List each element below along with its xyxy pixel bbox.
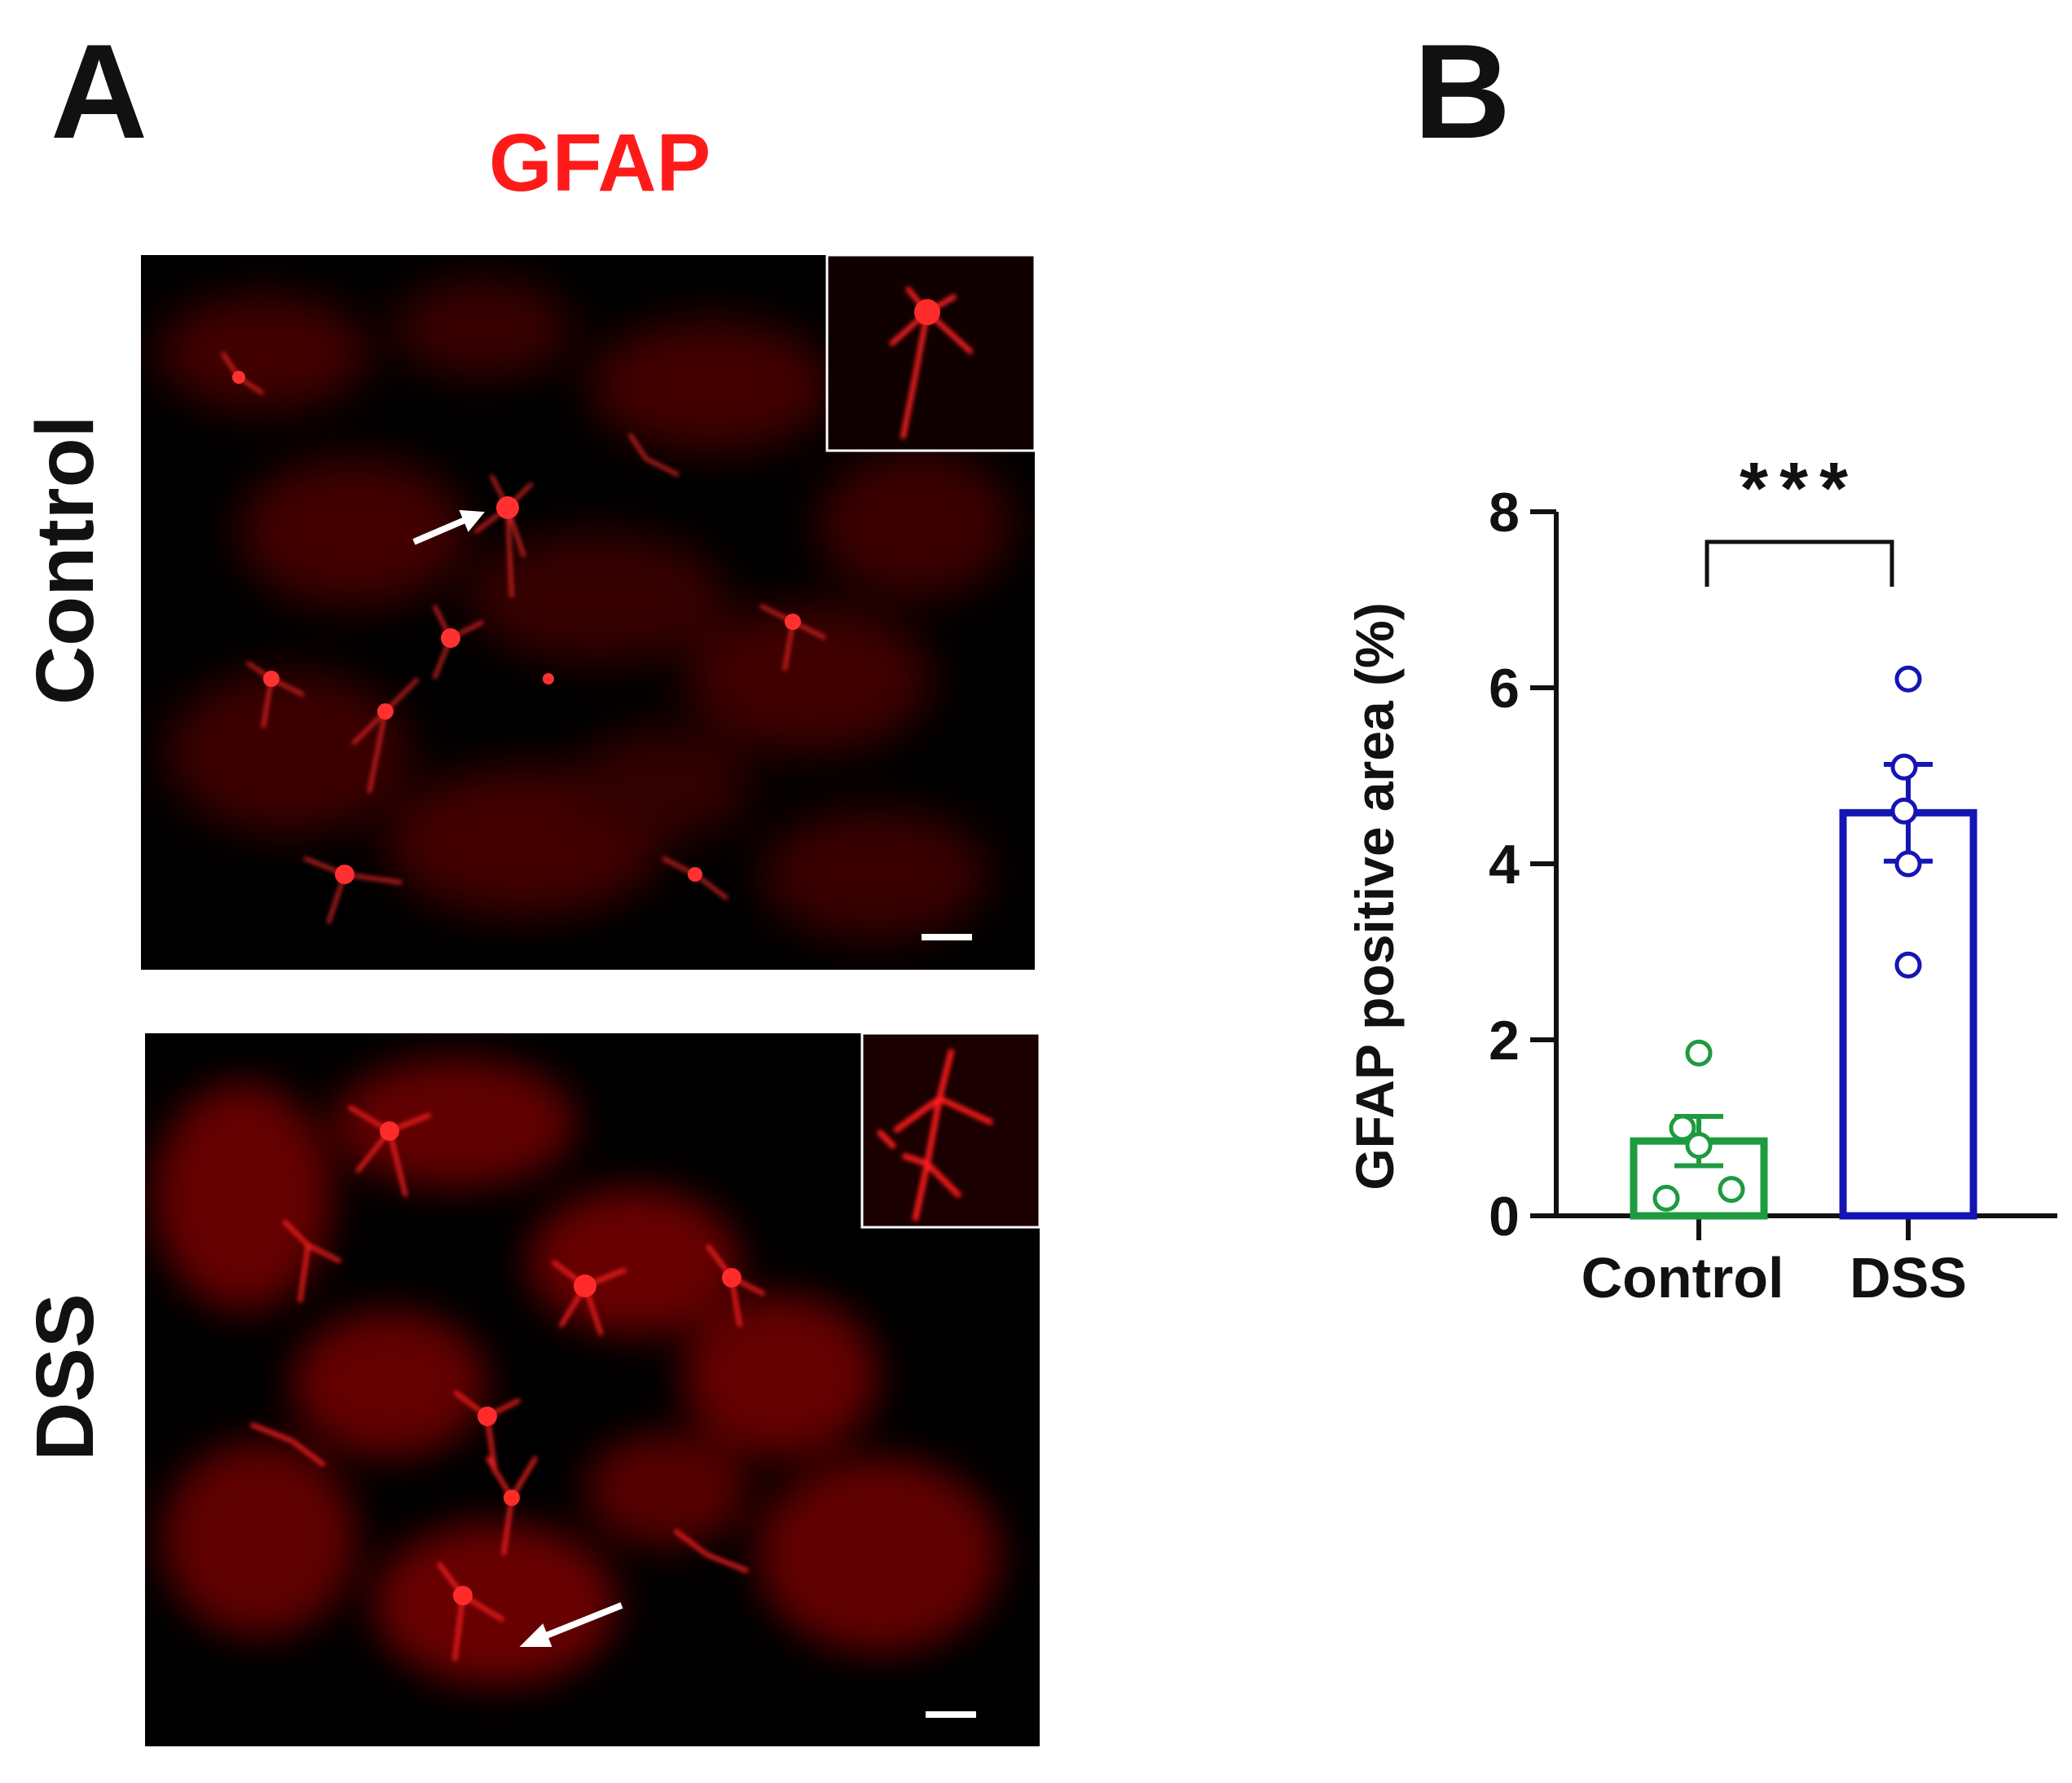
significance-bracket: ***: [1705, 448, 1894, 587]
point-dss-4: [1894, 951, 1922, 979]
point-dss-0: [1894, 665, 1922, 693]
panel-letter-a: A: [51, 16, 148, 166]
micrograph-dss: [145, 1033, 1040, 1746]
bars: [1630, 761, 1977, 1220]
data-points: [1652, 665, 1922, 1212]
x-tick-label-dss: DSS: [1850, 1246, 1967, 1310]
point-control-0: [1685, 1039, 1713, 1067]
point-dss-1: [1890, 753, 1918, 781]
y-axis-label: GFAP positive area (%): [1344, 602, 1405, 1190]
y-axis: 0 2 4 6 8: [1489, 482, 1559, 1248]
micrograph-control-image: [157, 255, 1035, 940]
x-axis: Control DSS: [1554, 1213, 2057, 1310]
micrograph-dss-image: [153, 1033, 1040, 1718]
y-tick-label-8: 8: [1489, 482, 1520, 544]
point-dss-3: [1894, 850, 1922, 878]
y-tick-label-4: 4: [1489, 834, 1520, 896]
significance-line: [1705, 539, 1894, 587]
bar-chart: 0 2 4 6 8 Control DSS *** GFAP positive area …: [1344, 448, 2057, 1310]
point-control-1: [1669, 1114, 1696, 1142]
x-tick-label-control: Control: [1581, 1246, 1784, 1310]
y-tick-label-6: 6: [1489, 658, 1520, 720]
significance-stars: ***: [1740, 448, 1859, 530]
y-tick-label-0: 0: [1489, 1186, 1520, 1248]
point-control-4: [1652, 1184, 1680, 1212]
y-tick-label-2: 2: [1489, 1010, 1520, 1072]
stain-label: GFAP: [489, 117, 711, 209]
point-control-3: [1718, 1176, 1745, 1204]
row-label-dss: DSS: [20, 1293, 111, 1461]
row-label-control: Control: [20, 415, 111, 705]
point-control-2: [1685, 1132, 1713, 1160]
point-dss-2: [1890, 797, 1918, 825]
micrograph-control: [141, 255, 1035, 970]
panel-letter-b: B: [1414, 16, 1511, 166]
